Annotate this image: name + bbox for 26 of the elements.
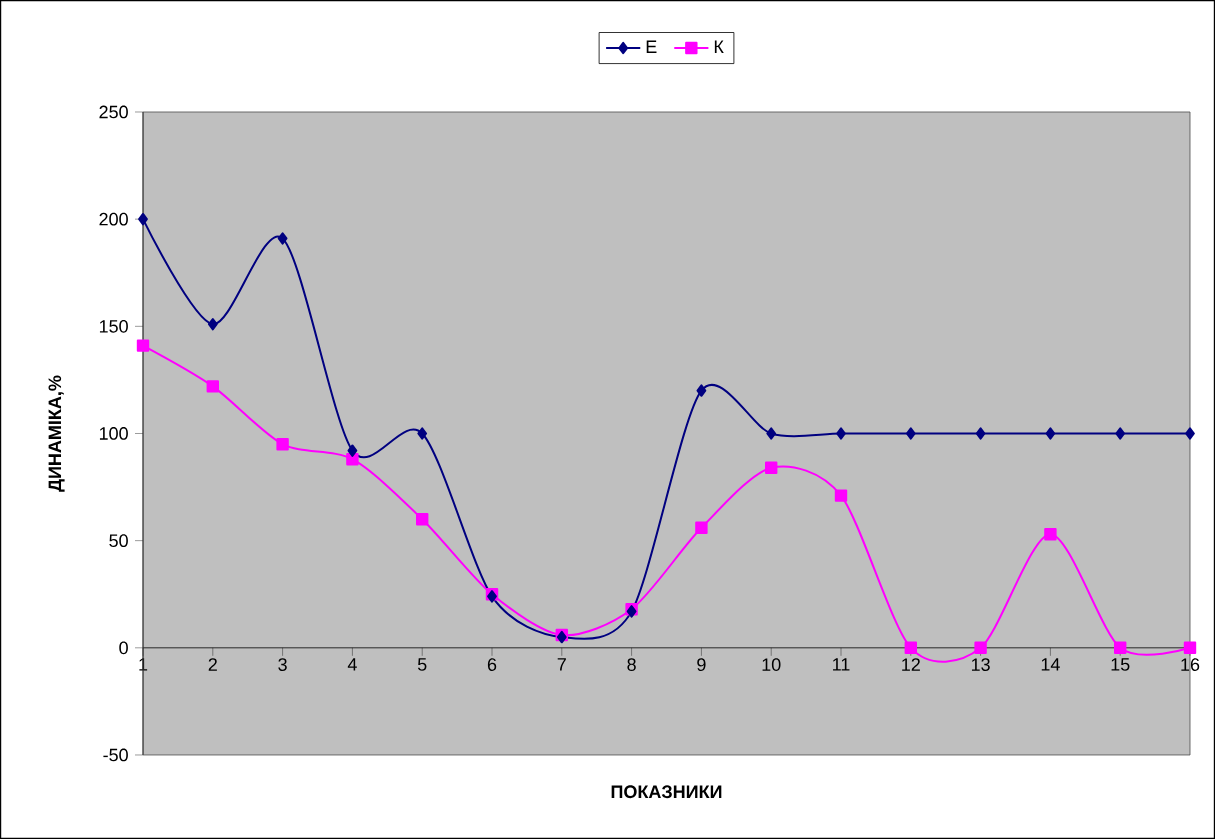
x-tick-label: 2 [208, 658, 217, 671]
x-tick-label: 3 [278, 658, 287, 671]
x-tick-label: 14 [1041, 658, 1060, 671]
x-tick-label: 7 [557, 658, 566, 671]
y-axis-title: ДИНАМІКА,% [48, 375, 65, 492]
x-tick-label: 8 [627, 658, 636, 671]
legend-label: К [714, 40, 724, 53]
x-tick-label: 11 [833, 658, 850, 671]
y-tick-label: 100 [99, 427, 128, 440]
x-tick-label: 15 [1111, 658, 1130, 671]
y-tick-label: 50 [109, 534, 128, 548]
y-tick-label: 250 [99, 105, 128, 119]
x-tick-label: 6 [487, 658, 497, 671]
x-tick-label: 9 [697, 658, 706, 671]
y-tick-label: -50 [103, 748, 128, 762]
x-tick-label: 12 [902, 658, 920, 671]
y-tick-label: 200 [99, 212, 128, 226]
y-tick-label: 0 [119, 641, 128, 655]
x-tick-label: 13 [971, 658, 990, 671]
x-tick-label: 5 [417, 658, 427, 671]
y-tick-label: 150 [99, 319, 128, 333]
x-tick-label: 10 [762, 658, 781, 671]
x-tick-label: 4 [347, 658, 357, 671]
legend-label: Е [646, 40, 657, 53]
x-axis-title: ПОКАЗНИКИ [611, 785, 722, 799]
x-tick-label: 16 [1181, 658, 1200, 671]
